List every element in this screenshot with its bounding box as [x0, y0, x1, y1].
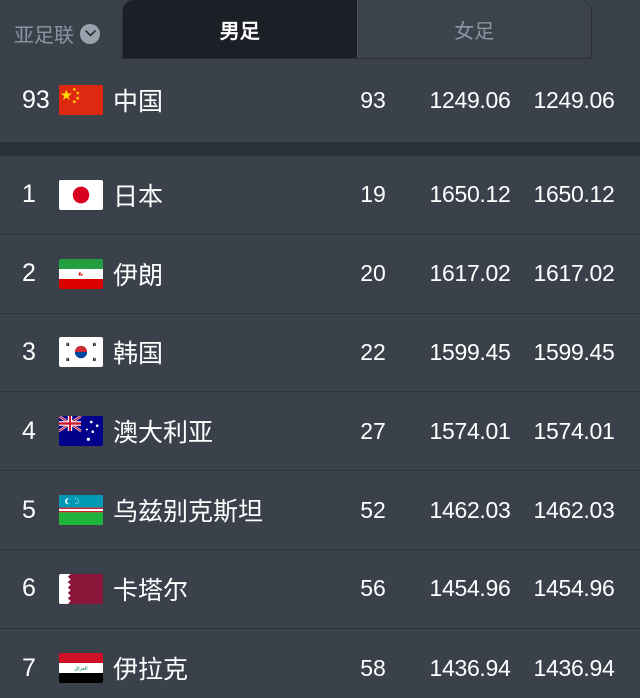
- svg-text:العراق: العراق: [74, 666, 87, 672]
